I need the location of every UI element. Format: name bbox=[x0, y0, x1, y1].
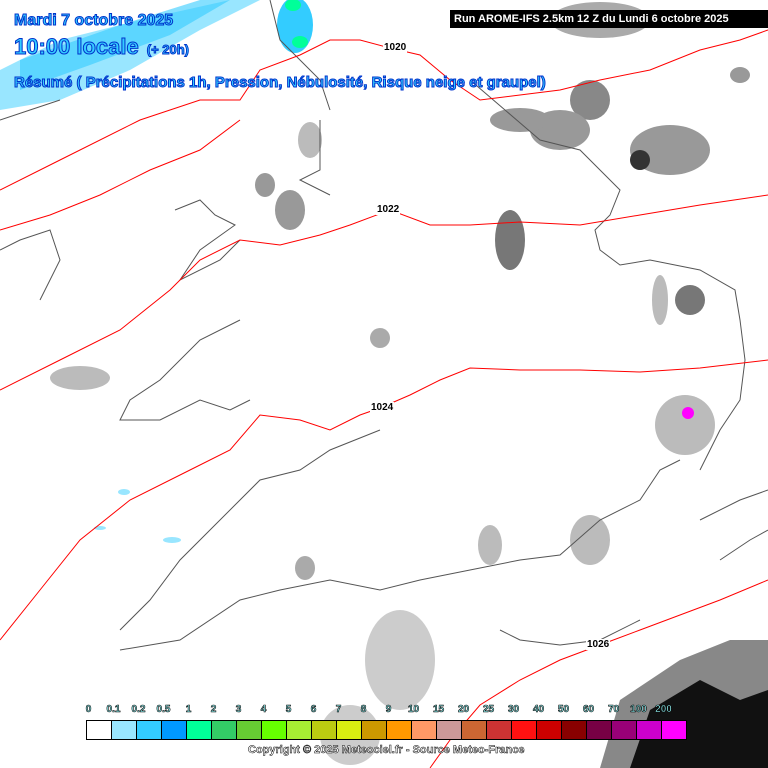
legend-swatch bbox=[87, 721, 112, 739]
legend-swatch bbox=[287, 721, 312, 739]
legend-swatch bbox=[387, 721, 412, 739]
legend-label: 8 bbox=[360, 704, 367, 716]
legend-label: 25 bbox=[482, 704, 495, 716]
legend-swatch bbox=[612, 721, 637, 739]
legend-swatch bbox=[337, 721, 362, 739]
cloud-cover bbox=[50, 2, 768, 768]
legend-label: 2 bbox=[210, 704, 217, 716]
forecast-date: Mardi 7 octobre 2025 bbox=[13, 12, 174, 30]
precipitation-areas bbox=[0, 0, 313, 543]
model-run-info: Run AROME-IFS 2.5km 12 Z du Lundi 6 octo… bbox=[450, 10, 768, 28]
legend-swatch bbox=[412, 721, 437, 739]
local-time: 10:00 locale bbox=[14, 34, 140, 60]
map-summary: Résumé ( Précipitations 1h, Pression, Né… bbox=[14, 74, 547, 92]
legend-swatch bbox=[112, 721, 137, 739]
isobar-label: 1024 bbox=[370, 402, 395, 413]
legend-swatch bbox=[162, 721, 187, 739]
legend-swatch bbox=[587, 721, 612, 739]
legend-label: 0.1 bbox=[106, 704, 121, 716]
legend-label: 70 bbox=[607, 704, 620, 716]
forecast-time: 10:00 locale (+ 20h) bbox=[14, 34, 190, 60]
legend-swatch bbox=[137, 721, 162, 739]
isobar-label: 1022 bbox=[376, 204, 401, 215]
legend-label: 9 bbox=[385, 704, 392, 716]
legend-swatch bbox=[462, 721, 487, 739]
legend-swatch bbox=[512, 721, 537, 739]
legend-label: 100 bbox=[630, 704, 647, 716]
legend-swatch bbox=[662, 721, 686, 739]
legend-label: 3 bbox=[235, 704, 242, 716]
legend-label: 0.2 bbox=[131, 704, 146, 716]
legend-label: 0.5 bbox=[156, 704, 171, 716]
legend-label: 40 bbox=[532, 704, 545, 716]
isobar-label: 1020 bbox=[383, 42, 408, 53]
legend-label: 4 bbox=[260, 704, 267, 716]
legend-label: 0 bbox=[85, 704, 92, 716]
legend-swatch bbox=[537, 721, 562, 739]
coastline bbox=[0, 0, 768, 651]
legend-swatch bbox=[637, 721, 662, 739]
legend-swatch bbox=[562, 721, 587, 739]
isobar-label: 1026 bbox=[586, 639, 611, 650]
precipitation-legend bbox=[86, 720, 687, 740]
legend-labels: 0 0.1 0.2 0.5 1 2 3 4 5 6 7 8 9 10 15 20 25 30 40 50 60 70 100… bbox=[76, 704, 701, 718]
legend-swatch bbox=[262, 721, 287, 739]
legend-label: 7 bbox=[335, 704, 342, 716]
legend-swatch bbox=[437, 721, 462, 739]
forecast-offset: (+ 20h) bbox=[146, 42, 190, 58]
legend-label: 10 bbox=[407, 704, 420, 716]
legend-label: 15 bbox=[432, 704, 445, 716]
legend-swatch bbox=[237, 721, 262, 739]
legend-label: 20 bbox=[457, 704, 470, 716]
legend-label: 5 bbox=[285, 704, 292, 716]
legend-swatch bbox=[312, 721, 337, 739]
legend-label: 30 bbox=[507, 704, 520, 716]
legend-swatch bbox=[362, 721, 387, 739]
legend-label: 6 bbox=[310, 704, 317, 716]
legend-swatch bbox=[487, 721, 512, 739]
legend-label: 60 bbox=[582, 704, 595, 716]
legend-label: 200 bbox=[655, 704, 672, 716]
copyright: Copyright © 2025 Meteociel.fr - Source M… bbox=[248, 744, 525, 757]
legend-label: 50 bbox=[557, 704, 570, 716]
legend-label: 1 bbox=[185, 704, 192, 716]
legend-swatch bbox=[212, 721, 237, 739]
legend-swatch bbox=[187, 721, 212, 739]
